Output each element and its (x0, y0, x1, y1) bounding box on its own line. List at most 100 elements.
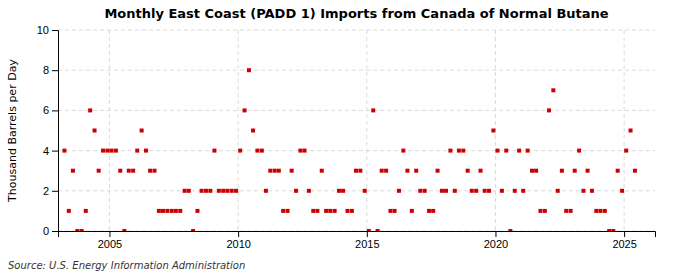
tick-mark (52, 110, 58, 111)
tick-label: 2005 (98, 238, 122, 250)
point (204, 189, 208, 193)
tick: 8 (43, 64, 58, 76)
tick-label: 0 (43, 225, 49, 237)
point (238, 149, 242, 153)
point (217, 189, 221, 193)
point (286, 209, 290, 213)
plot: 200520102015202020250246810 (37, 24, 656, 250)
point (427, 209, 431, 213)
point (243, 108, 247, 112)
point (448, 149, 452, 153)
tick: 2005 (98, 231, 122, 250)
point (110, 149, 114, 153)
point (633, 169, 637, 173)
tick-mark (52, 231, 58, 232)
point (328, 209, 332, 213)
point (93, 129, 97, 133)
point (358, 169, 362, 173)
point (414, 169, 418, 173)
point (324, 209, 328, 213)
point (598, 209, 602, 213)
point (290, 169, 294, 173)
point (521, 189, 525, 193)
point (320, 169, 324, 173)
point (581, 189, 585, 193)
point (225, 189, 229, 193)
point (354, 169, 358, 173)
tick-label: 2010 (226, 238, 250, 250)
point (526, 149, 530, 153)
tick-mark (624, 231, 625, 237)
point (234, 189, 238, 193)
point (457, 149, 461, 153)
y-axis: 0246810 (37, 24, 59, 237)
point (423, 189, 427, 193)
point (345, 209, 349, 213)
tick: 2 (43, 185, 58, 197)
grid-line (366, 30, 367, 231)
point (161, 209, 165, 213)
chart: 200520102015202020250246810Monthly East … (0, 0, 675, 275)
point (251, 129, 255, 133)
point (577, 149, 581, 153)
point (200, 189, 204, 193)
point (157, 209, 161, 213)
tick-label: 8 (43, 64, 49, 76)
tick-label: 2025 (612, 238, 636, 250)
point (569, 209, 573, 213)
point (466, 169, 470, 173)
point (152, 169, 156, 173)
point (594, 209, 598, 213)
point (118, 169, 122, 173)
point (71, 169, 75, 173)
point (504, 149, 508, 153)
point (114, 149, 118, 153)
point (174, 209, 178, 213)
point (307, 189, 311, 193)
point (84, 209, 88, 213)
point (277, 169, 281, 173)
point (247, 68, 251, 72)
tick-mark (52, 151, 58, 152)
point (337, 189, 341, 193)
point (440, 189, 444, 193)
tick-label: 10 (37, 24, 49, 36)
tick-mark (238, 231, 239, 237)
point (517, 149, 521, 153)
point (487, 189, 491, 193)
point (170, 209, 174, 213)
point (212, 149, 216, 153)
grid-line (624, 30, 625, 231)
point (470, 189, 474, 193)
point (388, 209, 392, 213)
tick-label: 2015 (355, 238, 379, 250)
point (453, 189, 457, 193)
point (444, 189, 448, 193)
point (195, 209, 199, 213)
point (135, 149, 139, 153)
tick: 10 (37, 24, 58, 36)
point (294, 189, 298, 193)
tick-mark (109, 231, 110, 237)
tick: 2020 (484, 231, 508, 250)
point (371, 108, 375, 112)
point (105, 149, 109, 153)
point (500, 189, 504, 193)
annotation: Source: U.S. Energy Information Administ… (8, 260, 245, 271)
point (461, 149, 465, 153)
point (590, 189, 594, 193)
point (311, 209, 315, 213)
point (530, 169, 534, 173)
point (75, 229, 79, 231)
point (165, 209, 169, 213)
point (315, 209, 319, 213)
point (560, 169, 564, 173)
point (67, 209, 71, 213)
point (491, 129, 495, 133)
grid-line (109, 30, 110, 231)
point (607, 229, 611, 231)
tick-label: 4 (43, 145, 49, 157)
tick: 0 (43, 225, 58, 237)
point (620, 189, 624, 193)
point (616, 169, 620, 173)
